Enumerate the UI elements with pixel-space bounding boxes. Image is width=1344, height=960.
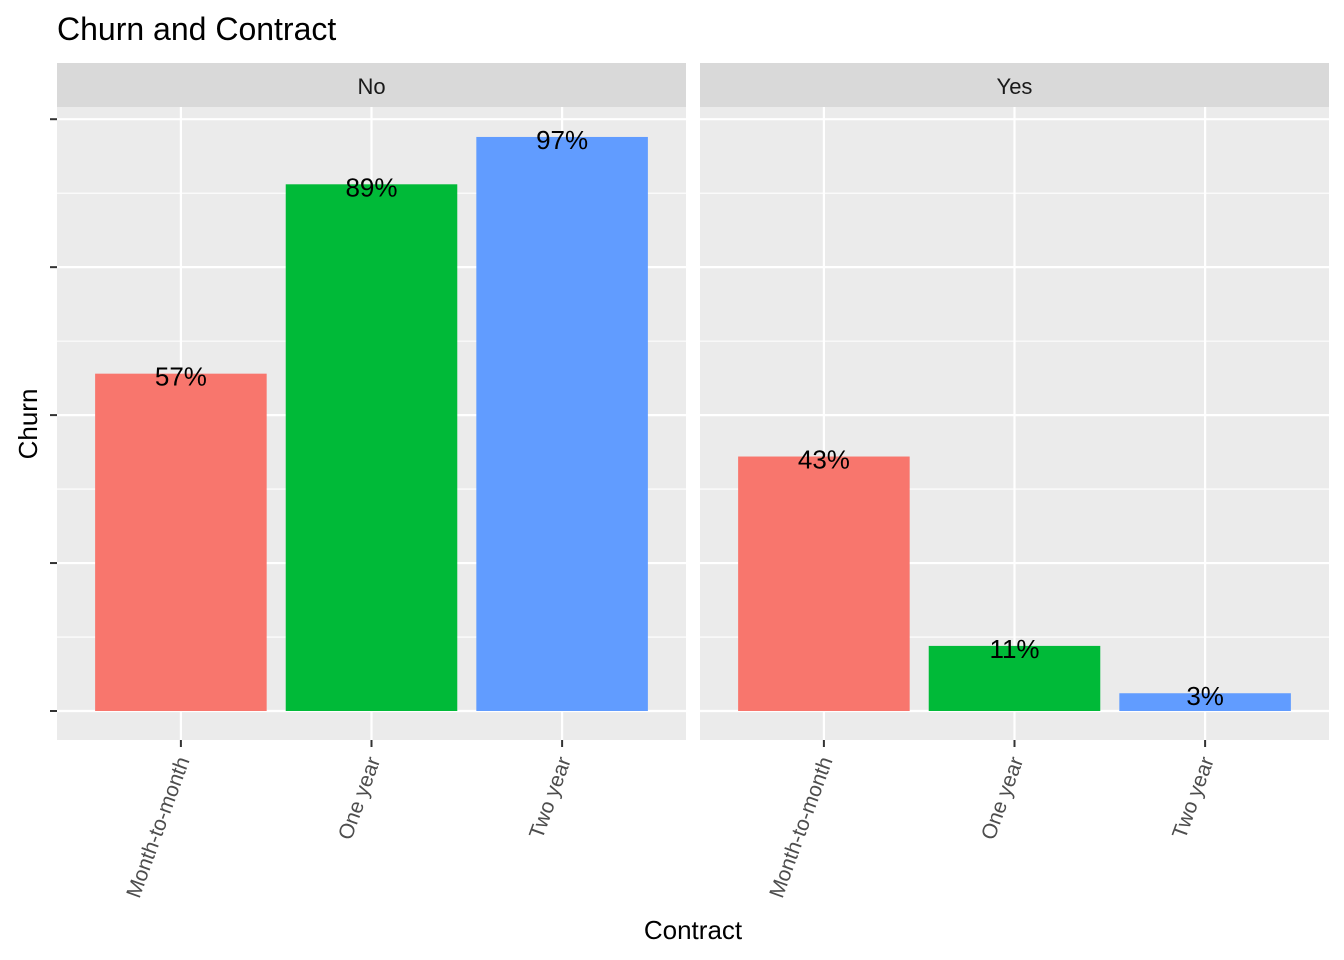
bar-yes-month-to-month: [738, 456, 910, 711]
x-tick-label: Month-to-month: [765, 754, 837, 901]
bar-no-month-to-month: [95, 373, 267, 711]
chart-title: Churn and Contract: [57, 11, 336, 47]
bar-no-two-year: [476, 136, 648, 712]
bar-yes-one-year: [928, 645, 1101, 711]
bar-no-one-year: [285, 184, 458, 712]
facet-strip: [700, 63, 1329, 107]
facet-strip-label: Yes: [997, 74, 1033, 99]
bar-value-label: 11%: [989, 634, 1039, 664]
bar-value-label: 43%: [798, 445, 850, 475]
facet-strip: [57, 63, 686, 107]
x-tick-label: Two year: [525, 754, 576, 842]
x-axis-label: Contract: [644, 915, 743, 945]
y-axis-label: Churn: [13, 389, 43, 460]
facet-panel-yes: Yes 43% 11% 3% Month-to-month One year Two yea…: [700, 63, 1329, 901]
x-tick-label: One year: [977, 754, 1028, 843]
facet-panels: No 57% 89% 97% Month-to-month One year Two yea…: [50, 63, 1329, 901]
bar-value-label: 57%: [155, 362, 207, 392]
x-tick-label: Two year: [1168, 754, 1219, 842]
x-tick-label: One year: [334, 754, 385, 843]
bar-value-label: 89%: [345, 172, 397, 202]
x-tick-label: Month-to-month: [122, 754, 194, 901]
bar-yes-two-year: [1119, 693, 1291, 711]
facet-panel-no: No 57% 89% 97% Month-to-month One year Two yea…: [57, 63, 686, 901]
bar-value-label: 3%: [1186, 681, 1224, 711]
facet-strip-label: No: [357, 74, 385, 99]
bar-value-label: 97%: [536, 125, 588, 155]
